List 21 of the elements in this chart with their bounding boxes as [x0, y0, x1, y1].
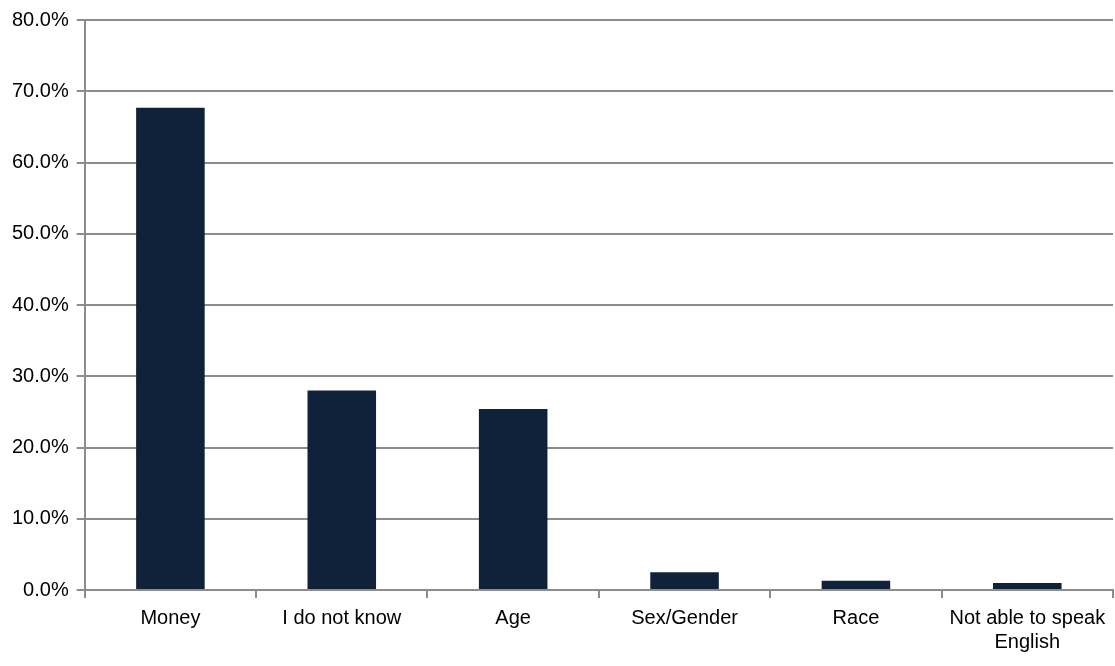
- y-tick-label: 20.0%: [11, 435, 69, 458]
- y-tick-label: 30.0%: [11, 363, 69, 386]
- bar: [821, 580, 891, 589]
- bar: [650, 572, 719, 589]
- y-tick-label: 10.0%: [11, 506, 69, 529]
- x-tick-label: Age: [495, 605, 531, 628]
- bar: [993, 582, 1062, 589]
- bar: [307, 390, 377, 589]
- x-tick-label: I do not know: [282, 605, 402, 628]
- bar: [478, 409, 548, 589]
- x-tick-label: Not able to speak English: [949, 605, 1107, 652]
- y-tick-label: 60.0%: [11, 150, 69, 173]
- x-tick-label: Sex/Gender: [631, 605, 739, 628]
- y-tick-label: 0.0%: [23, 577, 69, 600]
- y-tick-label: 50.0%: [11, 221, 69, 244]
- y-tick-label: 40.0%: [11, 292, 69, 315]
- y-tick-label: 80.0%: [11, 7, 69, 30]
- x-tick-label: Money: [140, 605, 201, 628]
- x-tick-label: Race: [832, 605, 880, 628]
- y-tick-label: 70.0%: [11, 78, 69, 101]
- bar: [136, 107, 205, 589]
